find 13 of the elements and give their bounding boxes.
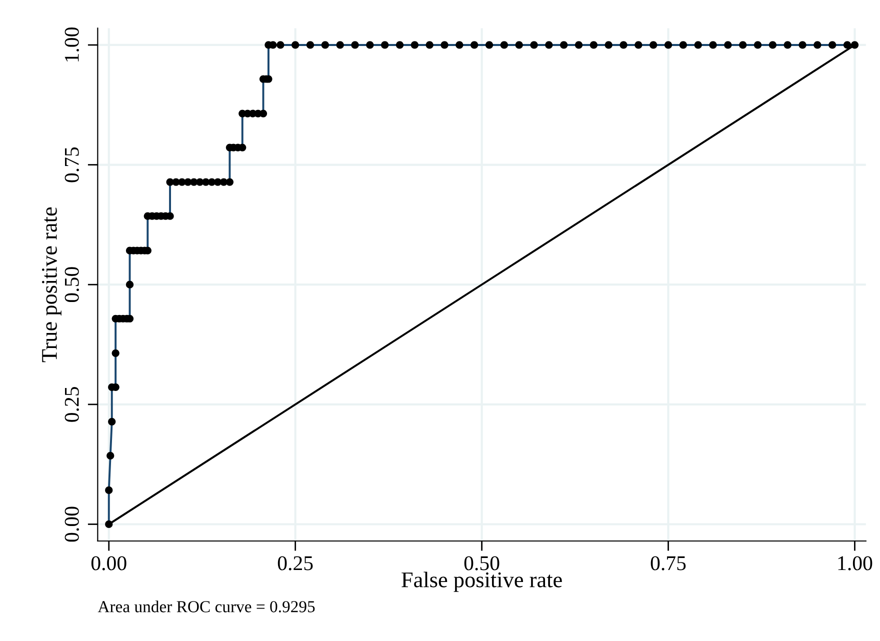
y-tick-label: 1.00 (64, 28, 79, 62)
x-tick-label: 1.00 (838, 556, 872, 570)
x-axis-title: False positive rate (402, 572, 562, 592)
x-tick-label: 0.25 (278, 556, 313, 570)
y-axis-title: True positive rate (42, 207, 62, 362)
x-tick-label: 0.75 (650, 556, 686, 570)
y-tick-label: 0.00 (64, 506, 79, 542)
y-tick-label: 0.25 (64, 387, 79, 422)
x-tick-label: 0.50 (464, 556, 500, 570)
x-tick-label: 0.00 (91, 556, 126, 570)
text: Area under ROC curve = 0.9295 (98, 600, 315, 612)
y-tick-label: 0.50 (64, 267, 79, 302)
y-tick-label: 0.75 (64, 147, 79, 182)
